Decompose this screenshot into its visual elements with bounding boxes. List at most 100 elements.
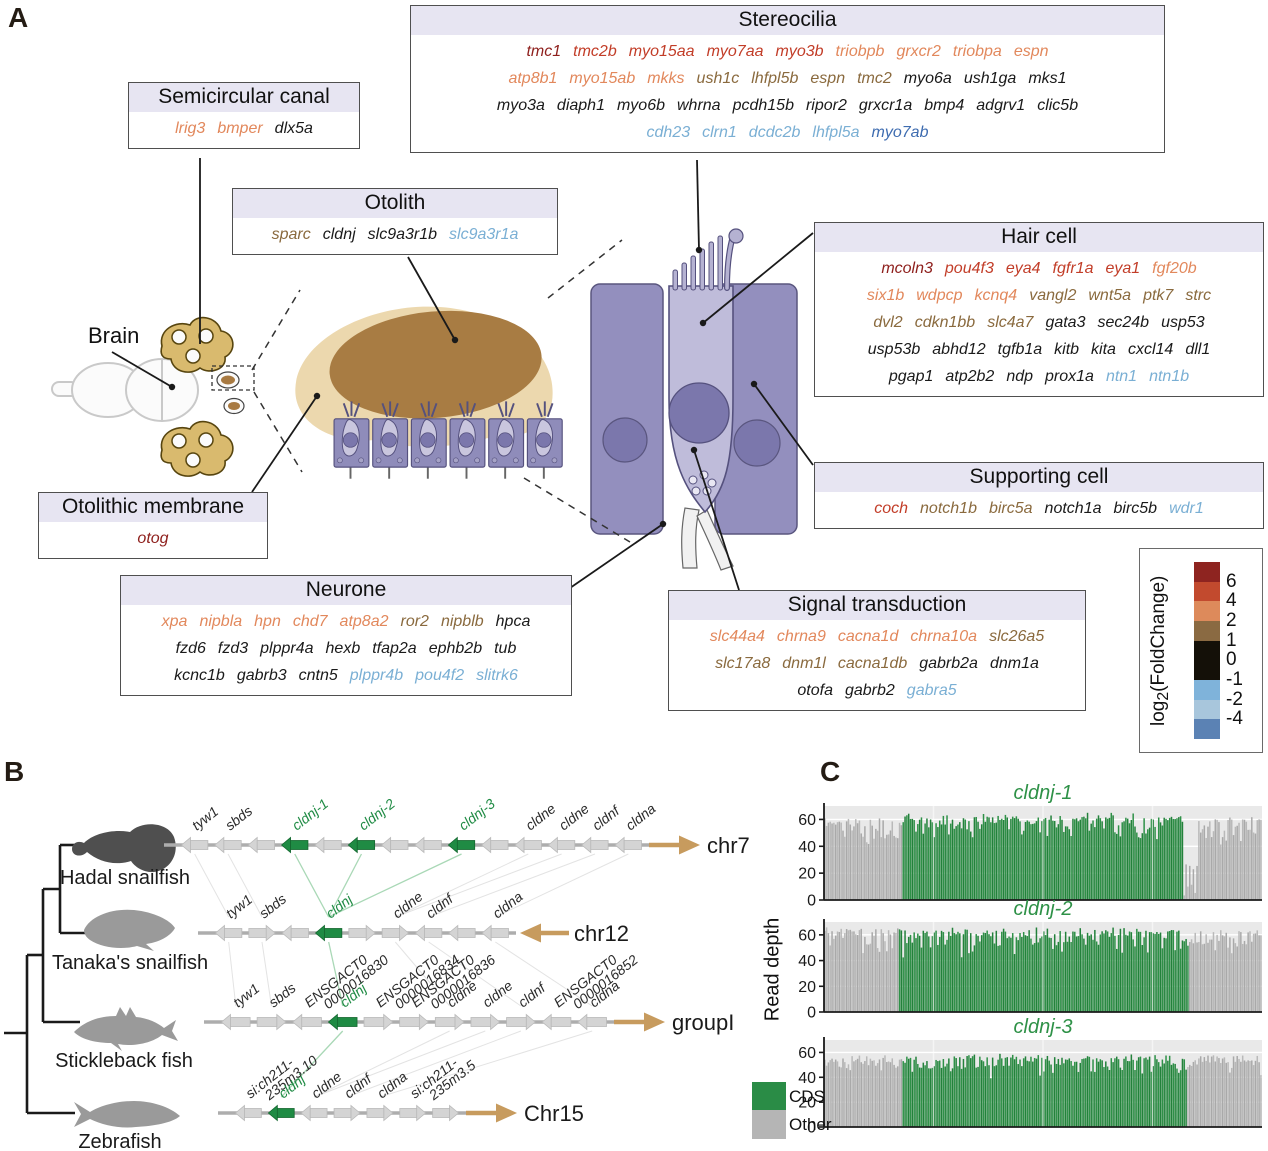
gene-wdpcp: wdpcp [916, 287, 963, 304]
y-tick-label: 0 [807, 1120, 816, 1137]
gene-adgrv1: adgrv1 [976, 97, 1026, 114]
colorbar-segment [1194, 601, 1220, 621]
gene-fgfr1a: fgfr1a [1052, 260, 1094, 277]
gene-mcoln3: mcoln3 [881, 260, 933, 277]
gene-label-si:ch211-235m3.10: si:ch211-235m3.10 [242, 1042, 320, 1112]
gene-label-tyw1: tyw1 [230, 980, 263, 1010]
gene-chd7: chd7 [292, 613, 328, 630]
gene-cntn5: cntn5 [298, 667, 338, 684]
gene-label-cldna: cldna [489, 888, 525, 921]
gene-myo15ab: myo15ab [569, 70, 636, 87]
gene-usp53: usp53 [1161, 314, 1205, 331]
y-tick-label: 60 [798, 812, 816, 829]
colorbar-segment [1194, 620, 1220, 641]
gene-grxcr2: grxcr2 [896, 43, 941, 60]
y-tick-label: 0 [807, 1005, 816, 1022]
gene-plppr4a: plppr4a [260, 640, 314, 657]
gene-label-sbds: sbds [256, 891, 289, 922]
fish-silhouette-2 [74, 1007, 178, 1051]
cds-legend-label: CDS [789, 1086, 825, 1106]
gene-myo6a: myo6a [903, 70, 952, 87]
gene-birc5a: birc5a [988, 500, 1033, 517]
gene-cdh23: cdh23 [646, 124, 691, 141]
gene-dnm1l: dnm1l [782, 655, 826, 672]
neurone-box-title: Neurone [121, 576, 571, 605]
gene-tmc1: tmc1 [526, 43, 562, 60]
gene-label-cldnj-3: cldnj-3 [456, 795, 499, 833]
gene-ush1c: ush1c [696, 70, 740, 87]
gene-pou4f2: pou4f2 [415, 667, 465, 684]
read-depth-charts: 0 20 40 60 cldnj-1 0 20 40 60 cldnj-2 0 20 40 60 cldnj… [798, 782, 1262, 1137]
gene-clrn1: clrn1 [702, 124, 737, 141]
gene-label-tyw1: tyw1 [189, 803, 222, 833]
gene-pgap1: pgap1 [888, 368, 934, 385]
gene-sparc: sparc [271, 226, 311, 243]
gene-cacna1d: cacna1d [837, 628, 899, 645]
semicircular-canal-box-title: Semicircular canal [129, 83, 359, 112]
gene-strc: strc [1185, 287, 1212, 304]
gene-pcdh15b: pcdh15b [732, 97, 794, 114]
gene-tmc2: tmc2 [857, 70, 892, 87]
fish-silhouette-0 [72, 824, 176, 873]
gene-ptk7: ptk7 [1143, 287, 1174, 304]
gene-slc44a4: slc44a4 [709, 628, 765, 645]
gene-prox1a: prox1a [1045, 368, 1094, 385]
gene-notch1a: notch1a [1044, 500, 1102, 517]
gene-ndp: ndp [1006, 368, 1034, 385]
gene-label-cldnf: cldnf [423, 889, 458, 921]
otolith-box-title: Otolith [233, 189, 557, 218]
gene-myo3a: myo3a [496, 97, 545, 114]
signal-transduction-box: Signal transduction slc44a4 chrna9 cacna1d… [668, 590, 1086, 711]
fish-silhouette-1 [84, 909, 175, 951]
colorbar-segment [1194, 562, 1220, 582]
gene-label-cldnf: cldnf [515, 978, 550, 1010]
colorbar-segment [1194, 699, 1220, 720]
gene-tub: tub [494, 640, 517, 657]
stereocilia-bundle [672, 228, 744, 291]
brain-illustration [51, 316, 255, 477]
gene-atp8a2: atp8a2 [339, 613, 389, 630]
gene-label-cldne: cldne [479, 977, 515, 1010]
gene-slc4a7: slc4a7 [987, 314, 1034, 331]
gene-label-cldnf: cldnf [341, 1069, 376, 1101]
gene-wnt5a: wnt5a [1088, 287, 1132, 304]
gene-vangl2: vangl2 [1029, 287, 1077, 304]
gene-fgf20b: fgf20b [1152, 260, 1197, 277]
semicircular-canal-bottom [160, 420, 234, 477]
otolith-shape [329, 310, 542, 419]
gene-xpa: xpa [161, 613, 188, 630]
hair-cell-box: Hair cell mcoln3 pou4f3 eya4 fgfr1a eya1 fgf2… [814, 222, 1264, 397]
gene-bmp4: bmp4 [924, 97, 965, 114]
read-depth-chart-cldnj-2: 0 20 40 60 cldnj-2 [798, 898, 1262, 1022]
hair-cell-illustration [590, 228, 798, 571]
colorbar-segment [1194, 581, 1220, 602]
hair-cell-epithelium [333, 401, 563, 479]
panel-b-label: B [4, 756, 25, 787]
gene-kita: kita [1091, 341, 1116, 358]
gene-wdr1: wdr1 [1169, 500, 1204, 517]
colorbar-ticks: 6 4 2 1 0 -1 -2 -4 [1226, 570, 1243, 730]
gene-ephb2b: ephb2b [428, 640, 483, 657]
otolithic-membrane-box-title: Otolithic membrane [39, 493, 267, 522]
gene-lhfpl5b: lhfpl5b [751, 70, 799, 87]
gene-hexb: hexb [325, 640, 361, 657]
cds-legend-swatch [752, 1082, 786, 1111]
gene-kcnc1b: kcnc1b [174, 667, 225, 684]
gene-clic5b: clic5b [1037, 97, 1079, 114]
gene-myo15aa: myo15aa [628, 43, 695, 60]
y-tick-label: 20 [798, 979, 816, 996]
gene-gabra5: gabra5 [906, 682, 957, 699]
gene-espn: espn [1013, 43, 1049, 60]
gene-dll1: dll1 [1185, 341, 1211, 358]
gene-slc17a8: slc17a8 [715, 655, 771, 672]
chart-title-cldnj-2: cldnj-2 [1014, 898, 1073, 920]
gene-fzd6: fzd6 [175, 640, 206, 657]
gene-slc9a3r1a: slc9a3r1a [449, 226, 519, 243]
gene-lrig3: lrig3 [175, 120, 206, 137]
gene-dlx5a: dlx5a [274, 120, 313, 137]
gene-label-cldnf: cldnf [589, 801, 624, 833]
chromosome-label-chr7: chr7 [707, 833, 750, 858]
gene-birc5b: birc5b [1113, 500, 1158, 517]
gene-usp53b: usp53b [867, 341, 921, 358]
chromosome-label-chr12: chr12 [574, 921, 629, 946]
